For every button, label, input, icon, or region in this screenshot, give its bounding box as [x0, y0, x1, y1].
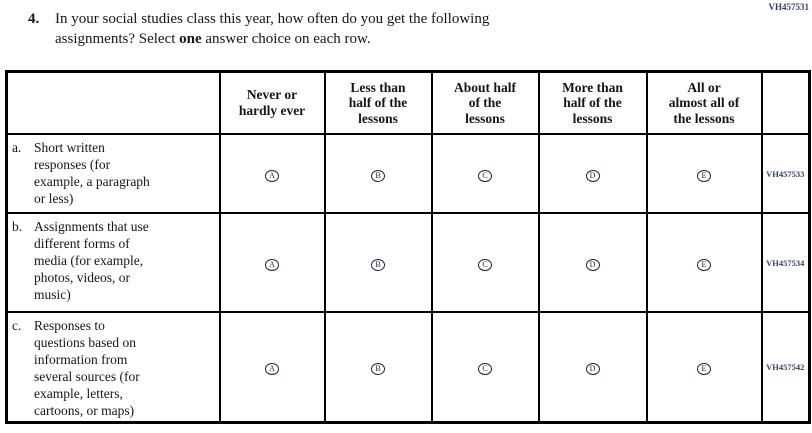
row-letter: a. [12, 140, 22, 155]
option-cell: B [323, 311, 433, 424]
row-letter: c. [12, 318, 22, 333]
table-row-b: b. Assignments that use different forms … [5, 212, 811, 313]
question-text-bold: one [179, 30, 202, 47]
option-cell: E [645, 212, 763, 313]
option-cell: C [430, 311, 540, 424]
column-header-about-half: About half of the lessons [430, 70, 540, 135]
answer-bubble-a-B[interactable]: B [371, 169, 385, 182]
answer-bubble-b-E[interactable]: E [697, 258, 711, 271]
header-row: Never or hardly ever Less than half of t… [5, 70, 811, 135]
row-label-wrap: a. Short written responses (for example,… [8, 135, 219, 209]
answer-bubble-a-C[interactable]: C [478, 169, 492, 182]
answer-bubble-a-A[interactable]: A [265, 169, 279, 182]
answer-bubble-b-D[interactable]: D [585, 258, 600, 271]
column-header-all: All or almost all of the lessons [645, 70, 763, 135]
assignment-frequency-table: Never or hardly ever Less than half of t… [5, 70, 811, 424]
row-label-cell: c. Responses to questions based on infor… [5, 311, 221, 424]
option-cell: B [323, 212, 433, 313]
row-accession-code: VH457542 [760, 311, 811, 424]
option-cell: D [537, 212, 648, 313]
answer-bubble-c-C[interactable]: C [478, 363, 492, 375]
table-row-a: a. Short written responses (for example,… [5, 133, 811, 214]
option-cell: D [537, 133, 648, 214]
option-cell: C [430, 133, 540, 214]
option-cell: B [323, 133, 433, 214]
option-cell: A [218, 212, 326, 313]
row-accession-code: VH457534 [760, 212, 811, 313]
option-cell: A [218, 311, 326, 424]
question-number: 4. [28, 11, 40, 27]
answer-bubble-c-E[interactable]: E [697, 363, 711, 375]
row-label-wrap: c. Responses to questions based on infor… [8, 313, 219, 421]
question-text: In your social studies class this year, … [55, 10, 489, 50]
question-text-part2: answer choice on each row. [201, 30, 371, 47]
header-code-cell [760, 70, 811, 135]
question-text-part1: In your social studies class this year, … [55, 11, 490, 47]
table-row-c: c. Responses to questions based on infor… [5, 311, 811, 424]
row-label: Responses to questions based on informat… [34, 318, 140, 418]
answer-bubble-b-C[interactable]: C [478, 258, 492, 271]
page-accession-code: VH457531 [768, 2, 810, 12]
answer-bubble-c-D[interactable]: D [585, 363, 600, 375]
row-accession-code: VH457533 [760, 133, 811, 214]
option-cell: E [645, 311, 763, 424]
question-block: 4. In your social studies class this yea… [28, 10, 668, 50]
row-label: Short written responses (for example, a … [34, 140, 150, 206]
answer-bubble-c-A[interactable]: A [265, 363, 279, 375]
column-header-less-than-half: Less than half of the lessons [323, 70, 433, 135]
row-letter: b. [12, 219, 23, 234]
column-header-more-than-half: More than half of the lessons [537, 70, 648, 135]
row-label-cell: a. Short written responses (for example,… [5, 133, 221, 214]
answer-bubble-c-B[interactable]: B [371, 363, 385, 375]
row-label: Assignments that use different forms of … [34, 219, 149, 302]
option-cell: E [645, 133, 763, 214]
option-cell: C [430, 212, 540, 313]
option-cell: A [218, 133, 326, 214]
header-empty-cell [5, 70, 221, 135]
answer-bubble-a-E[interactable]: E [697, 169, 711, 182]
column-header-never: Never or hardly ever [218, 70, 326, 135]
answer-bubble-b-B[interactable]: B [371, 258, 385, 271]
answer-bubble-a-D[interactable]: D [585, 169, 600, 182]
answer-bubble-b-A[interactable]: A [265, 258, 279, 271]
option-cell: D [537, 311, 648, 424]
row-label-wrap: b. Assignments that use different forms … [8, 214, 219, 305]
row-label-cell: b. Assignments that use different forms … [5, 212, 221, 313]
